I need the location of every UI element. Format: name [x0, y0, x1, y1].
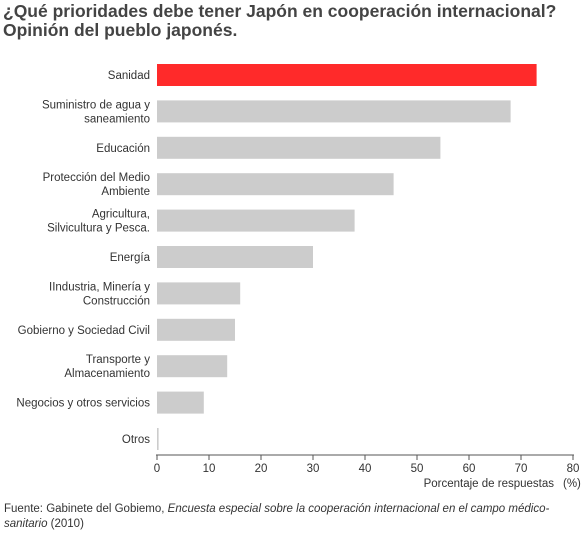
bar: [157, 355, 228, 378]
category-label-line: Protección del Medio: [43, 172, 150, 184]
category-label-line: Gobierno y Sociedad Civil: [18, 325, 150, 337]
bar: [157, 318, 235, 341]
x-tick-label: 80: [567, 463, 580, 475]
chart-title-line-2: Opinión del pueblo japonés.: [3, 20, 238, 40]
category-label-line: Sanidad: [108, 70, 150, 82]
x-axis-unit: (%): [563, 478, 581, 490]
bar: [157, 428, 159, 450]
category-label-line: Energía: [110, 252, 151, 264]
category-label-line: Silvicultura y Pesca.: [47, 223, 150, 235]
bar: [157, 282, 241, 305]
category-label: Suministro de agua y saneamiento: [42, 99, 150, 125]
source-prefix: Fuente: Gabinete del Gobiemo,: [4, 503, 168, 515]
category-label: Gobierno y Sociedad Civil: [18, 325, 150, 337]
bar: [157, 209, 355, 232]
category-label-line: Suministro de agua y: [42, 99, 150, 111]
category-label-line: Ambiente: [101, 186, 150, 198]
chart-title-line-1: ¿Qué prioridades debe tener Japón en coo…: [3, 1, 557, 21]
category-label-line: saneamiento: [84, 113, 150, 125]
x-tick-label: 20: [255, 463, 268, 475]
bar: [157, 173, 394, 196]
category-label-line: Transporte y: [86, 354, 150, 366]
bar-chart: Sanidad Suministro de agua y saneamiento Ed…: [16, 64, 581, 490]
category-label: IIndustria, Minería y Construcción: [49, 281, 150, 307]
x-axis-title: Porcentaje de respuestas: [424, 478, 555, 490]
category-label: Energía: [110, 252, 151, 264]
source-publication-title: Encuesta especial sobre la cooperación i…: [4, 503, 550, 530]
category-label-line: Almacenamiento: [64, 368, 150, 380]
category-label: Educación: [96, 143, 150, 155]
bars-group: [157, 64, 537, 450]
bar: [157, 100, 511, 123]
x-ticks-group: 0 10 20 30 40 50 60 70 80: [154, 455, 580, 475]
category-label: Negocios y otros servicios: [16, 398, 150, 410]
bar: [157, 136, 441, 159]
x-tick-label: 50: [411, 463, 424, 475]
x-tick-label: 0: [154, 463, 160, 475]
x-tick-label: 10: [203, 463, 216, 475]
category-label: Transporte y Almacenamiento: [64, 354, 150, 380]
chart-title: ¿Qué prioridades debe tener Japón en coo…: [3, 2, 583, 40]
category-label: Otros: [122, 434, 150, 446]
bar: [157, 246, 313, 268]
bar: [157, 391, 204, 414]
source-suffix: (2010): [47, 518, 84, 530]
category-label: Agricultura, Silvicultura y Pesca.: [47, 209, 150, 235]
category-label-line: Construcción: [83, 295, 150, 307]
category-labels-group: Sanidad Suministro de agua y saneamiento Ed…: [16, 70, 150, 446]
x-tick-label: 40: [359, 463, 372, 475]
category-label: Sanidad: [108, 70, 150, 82]
category-label-line: Educación: [96, 143, 150, 155]
x-tick-label: 70: [515, 463, 528, 475]
category-label-line: Otros: [122, 434, 150, 446]
bar: [157, 64, 537, 86]
category-label: Protección del Medio Ambiente: [43, 172, 150, 198]
source-note: Fuente: Gabinete del Gobiemo, Encuesta e…: [4, 502, 580, 532]
x-tick-label: 60: [463, 463, 476, 475]
category-label-line: Negocios y otros servicios: [16, 398, 150, 410]
category-label-line: IIndustria, Minería y: [49, 281, 150, 293]
x-tick-label: 30: [307, 463, 320, 475]
category-label-line: Agricultura,: [92, 209, 150, 221]
